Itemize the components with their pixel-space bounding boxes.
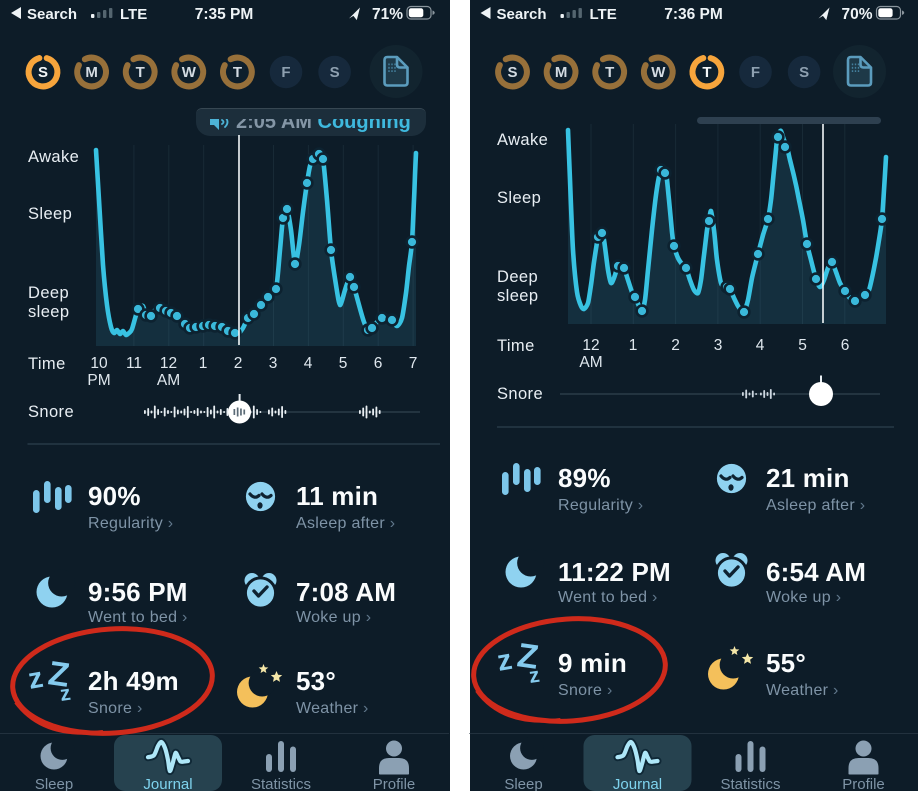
svg-text:70%: 70% <box>841 6 872 23</box>
svg-text:Statistics: Statistics <box>720 776 780 791</box>
svg-text:LTE: LTE <box>120 6 147 23</box>
svg-text:Statistics: Statistics <box>251 776 311 791</box>
svg-text:T: T <box>702 64 711 81</box>
svg-text:71%: 71% <box>372 6 403 23</box>
svg-text:T: T <box>136 64 145 81</box>
svg-text:W: W <box>651 64 666 81</box>
svg-text:Journal: Journal <box>613 776 662 791</box>
svg-text:Profile: Profile <box>373 776 416 791</box>
svg-text:F: F <box>751 64 760 81</box>
svg-text:T: T <box>605 64 614 81</box>
svg-text:W: W <box>182 64 197 81</box>
svg-text:7:35 PM: 7:35 PM <box>195 6 254 23</box>
svg-text:Search: Search <box>497 6 547 23</box>
svg-text:LTE: LTE <box>590 6 617 23</box>
svg-text:Journal: Journal <box>143 776 192 791</box>
svg-text:F: F <box>281 64 290 81</box>
svg-text:Search: Search <box>27 6 77 23</box>
svg-text:S: S <box>38 64 48 81</box>
svg-text:7:36 PM: 7:36 PM <box>664 6 723 23</box>
svg-text:M: M <box>555 64 568 81</box>
svg-text:Sleep: Sleep <box>504 776 542 791</box>
svg-text:Profile: Profile <box>842 776 885 791</box>
svg-text:M: M <box>85 64 98 81</box>
svg-text:T: T <box>233 64 242 81</box>
svg-text:S: S <box>799 64 809 81</box>
svg-text:z: z <box>527 664 541 688</box>
svg-text:z: z <box>495 644 515 678</box>
svg-text:z: z <box>58 682 72 706</box>
svg-text:Sleep: Sleep <box>35 776 73 791</box>
svg-text:z: z <box>26 662 46 696</box>
svg-text:S: S <box>330 64 340 81</box>
svg-text:S: S <box>507 64 517 81</box>
